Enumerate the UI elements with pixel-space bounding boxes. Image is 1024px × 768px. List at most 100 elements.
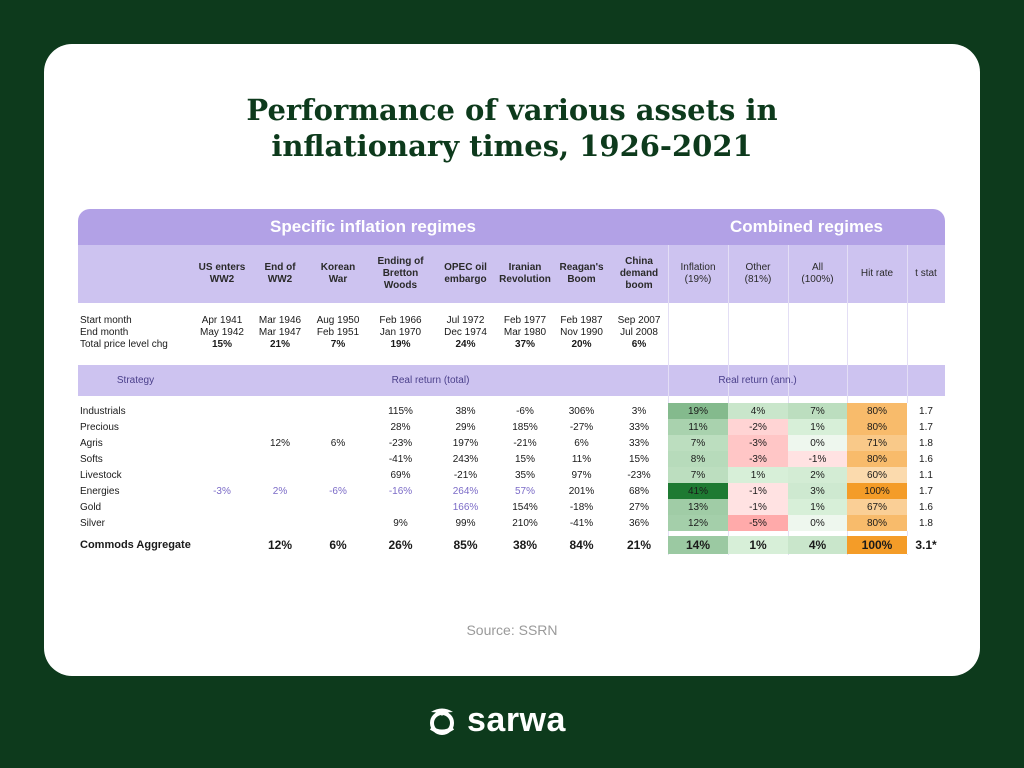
strategy-label: Industrials: [80, 405, 126, 417]
return-cell: 27%: [628, 501, 649, 513]
return-cell: [309, 451, 367, 467]
combined-cell: 1.7: [907, 403, 945, 419]
combined-cell: 13%: [668, 499, 728, 515]
info-label: Start month: [80, 314, 132, 326]
return-cell: 28%: [390, 421, 411, 433]
return-cell: -18%: [569, 501, 594, 513]
combined-header: All (100%): [801, 262, 834, 285]
return-cell: [193, 419, 251, 435]
return-cell: 2%: [272, 485, 288, 497]
regime-header: Korean War: [320, 262, 356, 285]
return-cell: -6%: [516, 405, 534, 417]
regime-header: US enters WW2: [198, 262, 246, 285]
combined-cell: 80%: [847, 419, 907, 435]
regime-price-chg: 24%: [455, 338, 476, 350]
section-header-bar: [78, 365, 945, 396]
regime-start: Apr 1941: [201, 314, 243, 326]
strategy-label: Livestock: [80, 469, 122, 481]
return-cell: 11%: [571, 453, 592, 465]
return-cell: 15%: [628, 453, 649, 465]
combined-cell: 2%: [788, 467, 847, 483]
column-divider: [668, 245, 669, 555]
regime-header: OPEC oil embargo: [444, 262, 487, 285]
combined-cell: 60%: [847, 467, 907, 483]
return-cell: [309, 515, 367, 531]
regime-header: Iranian Revolution: [499, 262, 551, 285]
return-cell: -23%: [388, 437, 413, 449]
return-cell: [309, 467, 367, 483]
combined-header: Other (81%): [744, 262, 772, 285]
return-cell: 115%: [388, 405, 413, 417]
aggregate-label: Commods Aggregate: [80, 539, 191, 551]
combined-header: Inflation (19%): [680, 262, 716, 285]
regime-price-chg: 37%: [514, 338, 535, 350]
return-cell: [309, 419, 367, 435]
aggregate-cell: 12%: [267, 538, 293, 552]
column-header-bar: [78, 245, 945, 303]
combined-cell: 3%: [788, 483, 847, 499]
aggregate-cell: 84%: [569, 538, 594, 552]
column-divider: [728, 245, 729, 555]
column-divider: [847, 245, 848, 555]
combined-cell: 12%: [668, 515, 728, 531]
return-cell: 201%: [568, 485, 595, 497]
regime-price-chg: 21%: [269, 338, 290, 350]
regime-header: China demand boom: [619, 256, 659, 291]
aggregate-cell: 38%: [512, 538, 538, 552]
band-title-combined: Combined regimes: [729, 217, 884, 236]
return-cell: [367, 499, 434, 515]
strategy-label: Agris: [80, 437, 103, 449]
combined-cell: 80%: [847, 515, 907, 531]
return-cell: 264%: [452, 485, 479, 497]
section-label-strategy: Strategy: [116, 375, 155, 386]
combined-cell: 1%: [788, 419, 847, 435]
return-cell: 9%: [393, 517, 408, 529]
return-cell: [193, 515, 251, 531]
return-cell: 68%: [628, 485, 649, 497]
info-label: Total price level chg: [80, 338, 168, 350]
brand-logo: sarwa: [425, 700, 566, 740]
combined-cell: -3%: [728, 451, 788, 467]
aggregate-combined-cell: 14%: [668, 536, 728, 554]
regime-start: Feb 1977: [503, 314, 547, 326]
return-cell: 306%: [568, 405, 595, 417]
return-cell: 6%: [330, 437, 346, 449]
regime-start: Feb 1987: [560, 314, 603, 326]
regime-end: Nov 1990: [560, 326, 603, 338]
regime-header: Ending of Bretton Woods: [377, 256, 424, 291]
return-cell: 197%: [452, 437, 479, 449]
return-cell: [251, 403, 309, 419]
return-cell: 36%: [628, 517, 649, 529]
column-divider: [788, 245, 789, 555]
combined-cell: 1.7: [907, 483, 945, 499]
return-cell: [193, 499, 251, 515]
return-cell: -21%: [453, 469, 478, 481]
regime-header: End of WW2: [264, 262, 296, 285]
return-cell: 69%: [390, 469, 411, 481]
return-cell: 33%: [628, 437, 649, 449]
combined-cell: 1.8: [907, 515, 945, 531]
combined-cell: 1%: [788, 499, 847, 515]
combined-cell: 80%: [847, 451, 907, 467]
combined-cell: -5%: [728, 515, 788, 531]
return-cell: [193, 403, 251, 419]
return-cell: -41%: [569, 517, 594, 529]
combined-cell: 1.6: [907, 451, 945, 467]
combined-cell: -2%: [728, 419, 788, 435]
return-cell: 99%: [455, 517, 476, 529]
return-cell: 29%: [455, 421, 476, 433]
return-cell: 3%: [631, 405, 647, 417]
return-cell: 185%: [512, 421, 538, 433]
combined-cell: 0%: [788, 515, 847, 531]
combined-cell: 71%: [847, 435, 907, 451]
return-cell: 15%: [514, 453, 535, 465]
sarwa-logo-icon: [429, 708, 455, 735]
page-title: Performance of various assets in inflati…: [246, 93, 778, 163]
return-cell: [309, 499, 367, 515]
return-cell: [251, 419, 309, 435]
strategy-label: Gold: [80, 501, 102, 513]
regime-start: Feb 1966: [379, 314, 422, 326]
regime-end: Dec 1974: [444, 326, 487, 338]
regime-start: Mar 1946: [258, 314, 302, 326]
combined-cell: 19%: [668, 403, 728, 419]
